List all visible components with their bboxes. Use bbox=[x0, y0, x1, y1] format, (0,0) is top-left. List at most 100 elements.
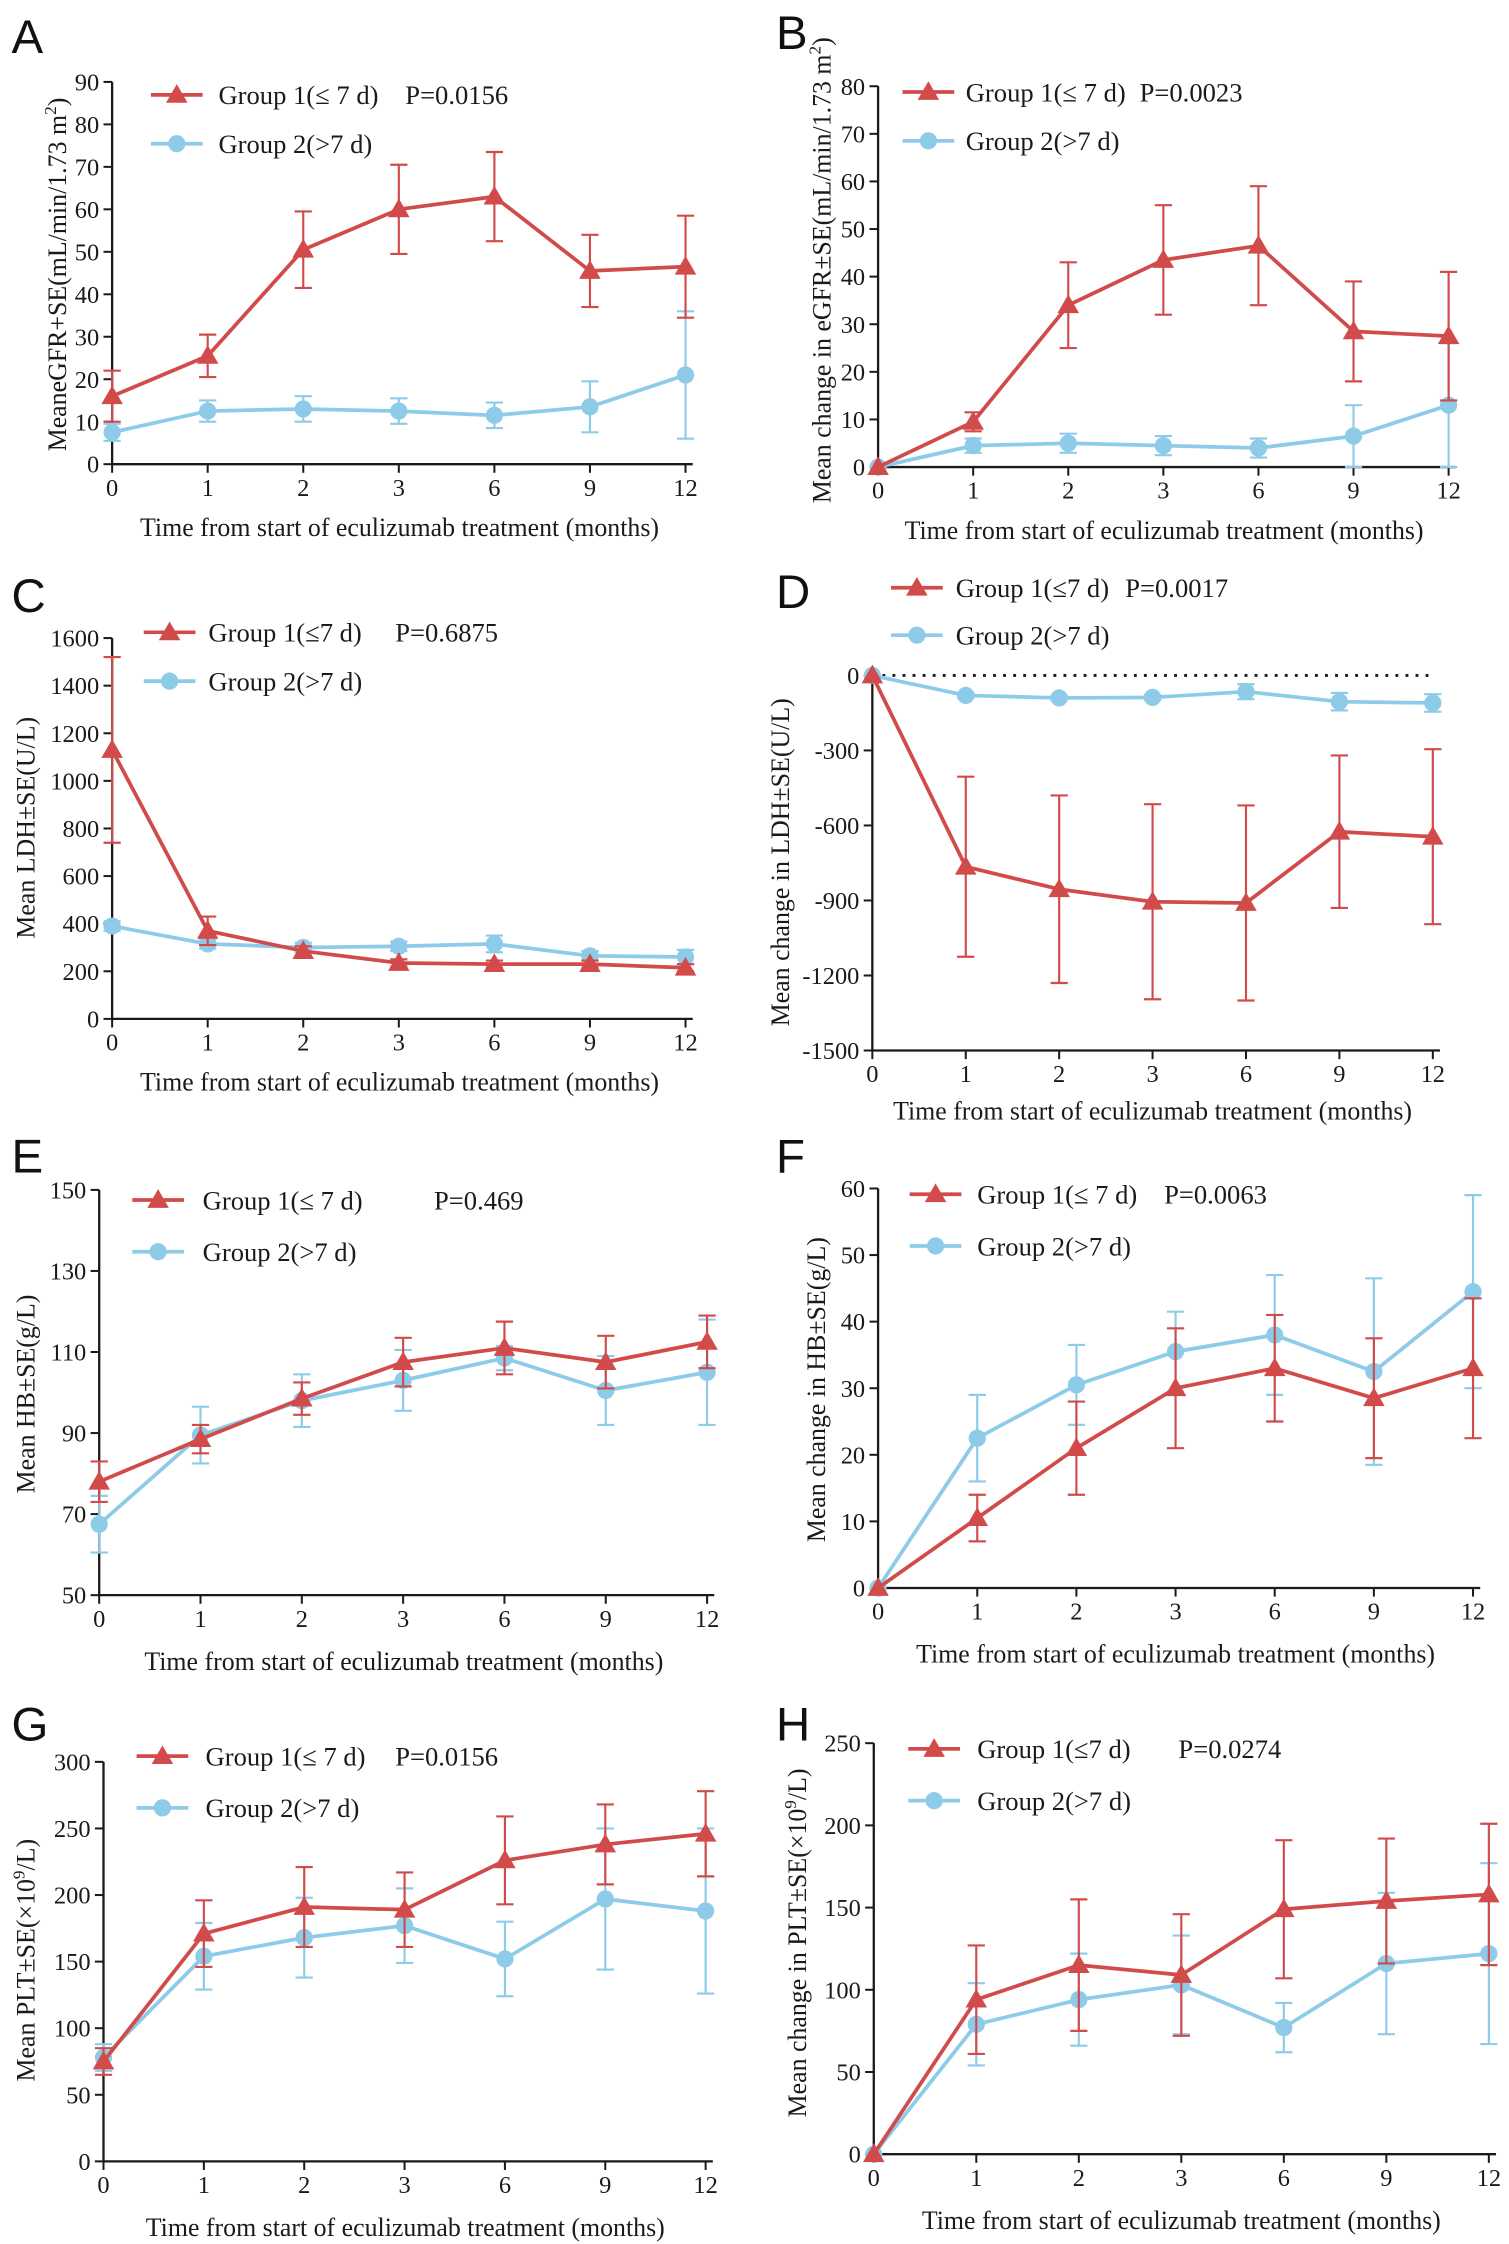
panel-b-group-1-point-2 bbox=[1057, 294, 1080, 314]
panel-c-x-tick-label: 0 bbox=[106, 1030, 118, 1057]
panel-c-group-1-point-2 bbox=[292, 940, 315, 959]
panel-f-y-tick-label: 30 bbox=[841, 1376, 865, 1403]
panel-c-group-1-point-4 bbox=[483, 953, 506, 973]
panel-d-letter: D bbox=[776, 566, 810, 619]
panel-d-legend-group-2-label: Group 2(>7 d) bbox=[956, 620, 1110, 650]
panel-b-legend-group-1-label: Group 1(≤ 7 d) bbox=[966, 77, 1126, 107]
panel-d-y-axis-title: Mean change in LDH±SE(U/L) bbox=[766, 698, 795, 1026]
panel-h-letter: H bbox=[776, 1698, 810, 1751]
panel-a-group-1-point-2 bbox=[292, 238, 315, 258]
panel-g-group-2-point-6 bbox=[697, 1902, 715, 1920]
panel-a-x-axis-title: Time from start of eculizumab treatment … bbox=[140, 513, 659, 542]
panel-e-group-1-point-0 bbox=[88, 1470, 110, 1490]
panel-b-legend-group-2-label: Group 2(>7 d) bbox=[966, 126, 1120, 156]
panel-d-group-1-point-4 bbox=[1235, 892, 1257, 911]
panel-d-legend-group-2-swatch-marker bbox=[908, 626, 926, 644]
panel-c-y-tick-label: 600 bbox=[63, 864, 100, 891]
panel-g-y-tick-label: 250 bbox=[54, 1816, 91, 1843]
panel-e-group-1-point-3 bbox=[392, 1351, 414, 1371]
panel-c-x-tick-label: 3 bbox=[393, 1030, 405, 1057]
panel-a-y-tick-label: 70 bbox=[75, 154, 99, 181]
panel-f-group-1-point-0 bbox=[867, 1577, 889, 1596]
panel-a-y-axis-title: MeaneGFR+SE(mL/min/1.73 m2) bbox=[41, 98, 72, 452]
panel-a-y-axis-title-text: MeaneGFR+SE(mL/min/1.73 m bbox=[43, 115, 72, 451]
panel-b-group-2-point-4 bbox=[1249, 439, 1268, 457]
panel-h-group-1-point-4 bbox=[1273, 1898, 1295, 1918]
panel-f-legend-group-1-label: Group 1(≤ 7 d) bbox=[977, 1180, 1137, 1210]
panel-h-p-value: P=0.0274 bbox=[1178, 1734, 1281, 1764]
panel-d-legend-group-1-label: Group 1(≤7 d) bbox=[956, 573, 1109, 603]
panel-a-x-tick-label: 6 bbox=[488, 475, 500, 502]
panel-f-legend-group-2-swatch-marker bbox=[926, 1237, 945, 1255]
panel-d-group-2-point-1 bbox=[957, 686, 975, 705]
panel-h-y-tick-label: 100 bbox=[824, 1977, 861, 2004]
panel-a-y-tick-label: 60 bbox=[75, 197, 99, 224]
panel-e-group-1-point-6 bbox=[696, 1331, 718, 1350]
panel-f-y-tick-label: 50 bbox=[841, 1243, 865, 1270]
panel-h-y-tick-label: 250 bbox=[824, 1731, 861, 1758]
panel-a-y-tick-label: 10 bbox=[75, 409, 99, 436]
panel-a-legend-group-2-label: Group 2(>7 d) bbox=[218, 129, 372, 159]
panel-f-group-1-point-4 bbox=[1263, 1357, 1286, 1377]
panel-d-group-1-point-1 bbox=[954, 855, 977, 875]
panel-d-group-2-point-2 bbox=[1050, 689, 1068, 707]
panel-c-group-2-point-4 bbox=[485, 935, 504, 953]
panel-c-y-tick-label: 1600 bbox=[50, 626, 99, 653]
panel-a-y-tick-label: 80 bbox=[75, 112, 99, 139]
panel-a-x-tick-label: 3 bbox=[393, 475, 405, 502]
panel-f-group-1-point-1 bbox=[966, 1507, 989, 1526]
panel-e-group-1-point-5 bbox=[594, 1351, 617, 1371]
panel-g-group-1-point-0 bbox=[92, 2050, 115, 2070]
panel-g-letter: G bbox=[12, 1698, 49, 1751]
panel-f-x-tick-label: 1 bbox=[971, 1599, 983, 1626]
panel-d-x-axis-title: Time from start of eculizumab treatment … bbox=[893, 1096, 1412, 1125]
panel-e-group-1-point-1 bbox=[189, 1428, 212, 1448]
panel-b-group-2-point-5 bbox=[1344, 427, 1363, 445]
panel-a-legend-group-2-swatch-marker bbox=[168, 135, 186, 153]
panel-c-group-1-series bbox=[101, 656, 697, 976]
panel-e-x-tick-label: 6 bbox=[498, 1606, 510, 1633]
panel-d-group-1-point-6 bbox=[1422, 825, 1444, 845]
panel-f-group-2-point-1 bbox=[968, 1429, 986, 1447]
panel-f-group-2-point-2 bbox=[1067, 1376, 1086, 1394]
panel-f-x-tick-label: 6 bbox=[1269, 1599, 1281, 1626]
panel-f-p-value: P=0.0063 bbox=[1164, 1180, 1267, 1210]
panel-h-x-tick-label: 2 bbox=[1073, 2165, 1085, 2192]
panel-h-group-1-point-3 bbox=[1170, 1964, 1193, 1983]
panel-e-x-tick-label: 0 bbox=[93, 1606, 105, 1633]
panel-d-group-1-series bbox=[861, 664, 1444, 1002]
panel-a-group-2-point-6 bbox=[676, 366, 695, 384]
panel-g-group-2-series bbox=[94, 1827, 715, 2072]
panel-c-p-value: P=0.6875 bbox=[395, 618, 498, 648]
panel-b-group-2-series bbox=[869, 342, 1458, 476]
panel-a-y-axis-title-superscript: 2 bbox=[41, 106, 60, 115]
panel-d-group-2-series bbox=[863, 666, 1442, 713]
panel-e-x-tick-label: 1 bbox=[194, 1606, 206, 1633]
panel-f-y-axis-title: Mean change in HB±SE(g/L) bbox=[802, 1237, 831, 1542]
panel-e-legend-group-2-label: Group 2(>7 d) bbox=[203, 1237, 357, 1267]
panel-b-x-tick-label: 2 bbox=[1062, 478, 1074, 505]
panel-c-legend-group-1-swatch-marker bbox=[158, 621, 181, 641]
panel-g-legend-group-1-label: Group 1(≤ 7 d) bbox=[206, 1741, 366, 1771]
panel-d-x-tick-label: 2 bbox=[1053, 1061, 1065, 1088]
panel-b-y-tick-label: 20 bbox=[841, 359, 865, 386]
panel-f-x-tick-label: 3 bbox=[1169, 1599, 1181, 1626]
panel-e-y-axis-title: Mean HB±SE(g/L) bbox=[12, 1295, 41, 1494]
panel-f-x-tick-label: 0 bbox=[872, 1599, 884, 1626]
panel-g-group-1-point-5 bbox=[594, 1833, 617, 1853]
panel-g-group-1-point-3 bbox=[393, 1898, 416, 1918]
panel-f-group-1-point-5 bbox=[1363, 1387, 1385, 1407]
panel-d-p-value: P=0.0017 bbox=[1125, 573, 1228, 603]
panel-a-x-tick-label: 12 bbox=[673, 475, 697, 502]
panel-f-letter: F bbox=[776, 1131, 805, 1184]
panel-b-y-tick-label: 80 bbox=[841, 74, 865, 101]
panel-b-group-1-point-1 bbox=[962, 411, 984, 430]
panel-f-y-tick-label: 20 bbox=[841, 1442, 865, 1469]
panel-f-x-tick-label: 9 bbox=[1368, 1599, 1380, 1626]
panel-a-group-2-point-5 bbox=[581, 398, 599, 416]
panel-g-y-axis-title-text: Mean PLT±SE(×10 bbox=[12, 1879, 41, 2081]
